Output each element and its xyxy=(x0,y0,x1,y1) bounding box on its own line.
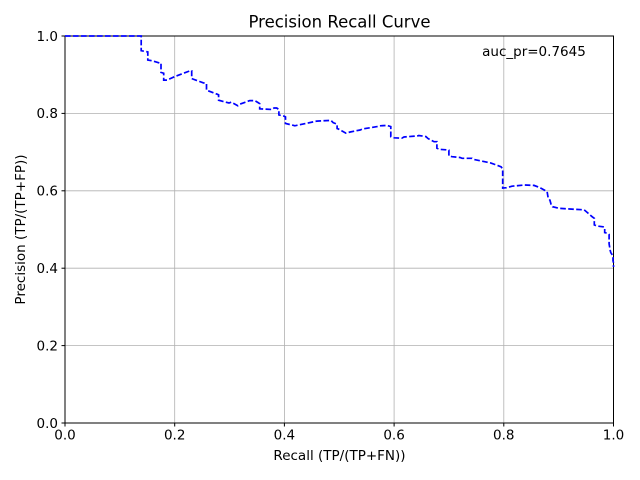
x-tick-label: 0.4 xyxy=(274,428,295,444)
x-tick-label: 0.2 xyxy=(164,428,185,444)
auc-annotation: auc_pr=0.7645 xyxy=(482,44,586,60)
x-tick-label: 0.8 xyxy=(493,428,514,444)
y-tick-label: 0.2 xyxy=(37,338,58,354)
x-tick-label: 1.0 xyxy=(603,428,624,444)
plot-frame xyxy=(64,35,614,424)
y-tick-label: 1.0 xyxy=(37,29,58,45)
y-tick-label: 0.0 xyxy=(37,416,58,432)
pr-curve-line xyxy=(65,35,615,267)
y-tick-label: 0.6 xyxy=(37,184,58,200)
grid xyxy=(64,35,614,424)
x-axis-label: Recall (TP/(TP+FN)) xyxy=(273,448,405,464)
y-tick-label: 0.8 xyxy=(37,106,58,122)
y-tick-label: 0.4 xyxy=(37,261,58,277)
x-axis-ticks: 0.0 0.2 0.4 0.6 0.8 1.0 xyxy=(54,423,624,444)
y-axis-label: Precision (TP/(TP+FP)) xyxy=(13,154,29,304)
y-axis-ticks: 0.0 0.2 0.4 0.6 0.8 1.0 xyxy=(37,29,65,432)
chart-title: Precision Recall Curve xyxy=(248,13,430,32)
x-tick-label: 0.0 xyxy=(54,428,75,444)
x-tick-label: 0.6 xyxy=(383,428,404,444)
